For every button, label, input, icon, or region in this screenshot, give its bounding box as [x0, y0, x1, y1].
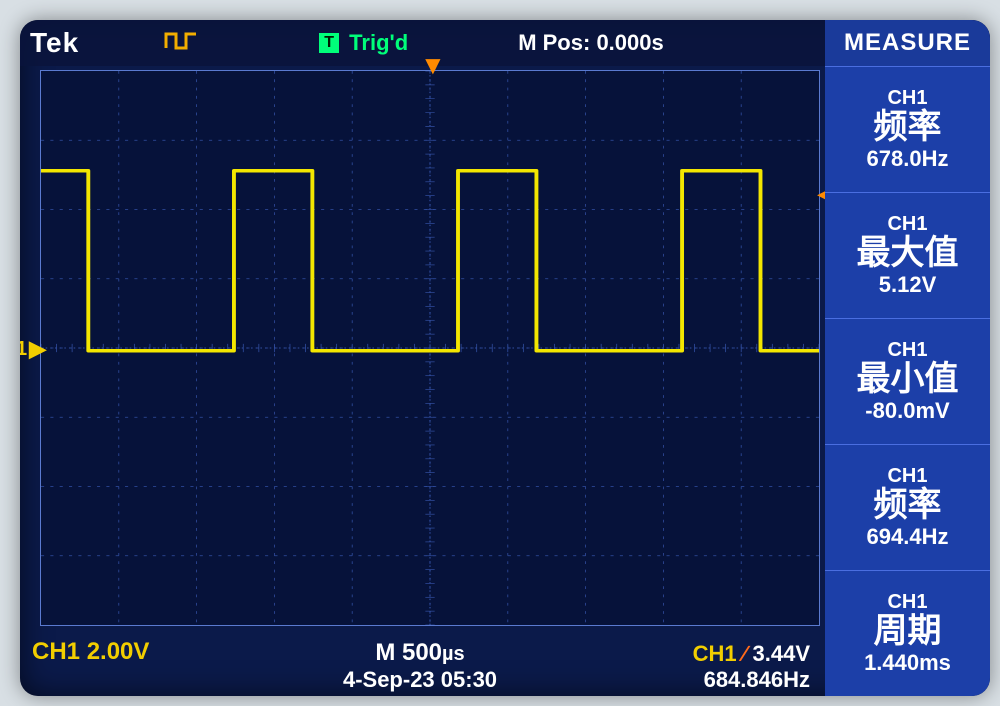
ch1-ground-marker: 1▶: [20, 336, 46, 362]
acquire-mode-icon: [164, 28, 204, 59]
measurement-value: 1.440ms: [864, 650, 951, 676]
measurement-slot[interactable]: CH1 最大值 5.12V: [825, 192, 990, 318]
oscilloscope-screen: Tek T Trig'd M Pos: 0.000s MEASURE 1▶ ◀ …: [20, 20, 990, 696]
measurement-channel: CH1: [887, 213, 927, 235]
rising-edge-icon: ∕: [743, 641, 753, 666]
measurement-channel: CH1: [887, 87, 927, 109]
measurement-value: 678.0Hz: [867, 146, 949, 172]
measurement-label: 周期: [874, 613, 942, 650]
bottom-status-bar: CH1 2.00V M 500µs 4-Sep-23 05:30 CH1 ∕ 3…: [20, 634, 820, 696]
measurement-slot[interactable]: CH1 周期 1.440ms: [825, 570, 990, 696]
measurement-label: 最大值: [857, 235, 959, 272]
trigger-position-marker-icon: ▼: [420, 50, 446, 81]
horizontal-position-readout: M Pos: 0.000s: [518, 30, 664, 56]
trigger-state-text: Trig'd: [349, 30, 408, 56]
measurement-channel: CH1: [887, 339, 927, 361]
measurement-label: 频率: [874, 109, 942, 146]
measurement-label: 最小值: [857, 361, 959, 398]
brand-logo: Tek: [30, 27, 79, 59]
measurement-value: -80.0mV: [865, 398, 949, 424]
measurement-channel: CH1: [887, 465, 927, 487]
side-menu-title: MEASURE: [825, 20, 990, 66]
measurement-value: 694.4Hz: [867, 524, 949, 550]
arrow-right-icon: ▶: [29, 336, 46, 362]
trigger-frequency-readout: 684.846Hz: [693, 667, 810, 693]
waveform-graticule: [40, 70, 820, 626]
waveform-svg: [41, 71, 819, 625]
measurement-value: 5.12V: [879, 272, 937, 298]
trigger-status: T Trig'd: [319, 30, 408, 56]
trigger-badge-icon: T: [319, 33, 339, 53]
measurement-panel: CH1 频率 678.0Hz CH1 最大值 5.12V CH1 最小值 -80…: [825, 66, 990, 696]
trigger-level-readout: CH1 ∕ 3.44V: [693, 641, 810, 667]
measurement-slot[interactable]: CH1 频率 678.0Hz: [825, 66, 990, 192]
measurement-slot[interactable]: CH1 最小值 -80.0mV: [825, 318, 990, 444]
measurement-channel: CH1: [887, 591, 927, 613]
measurement-label: 频率: [874, 487, 942, 524]
measurement-slot[interactable]: CH1 频率 694.4Hz: [825, 444, 990, 570]
